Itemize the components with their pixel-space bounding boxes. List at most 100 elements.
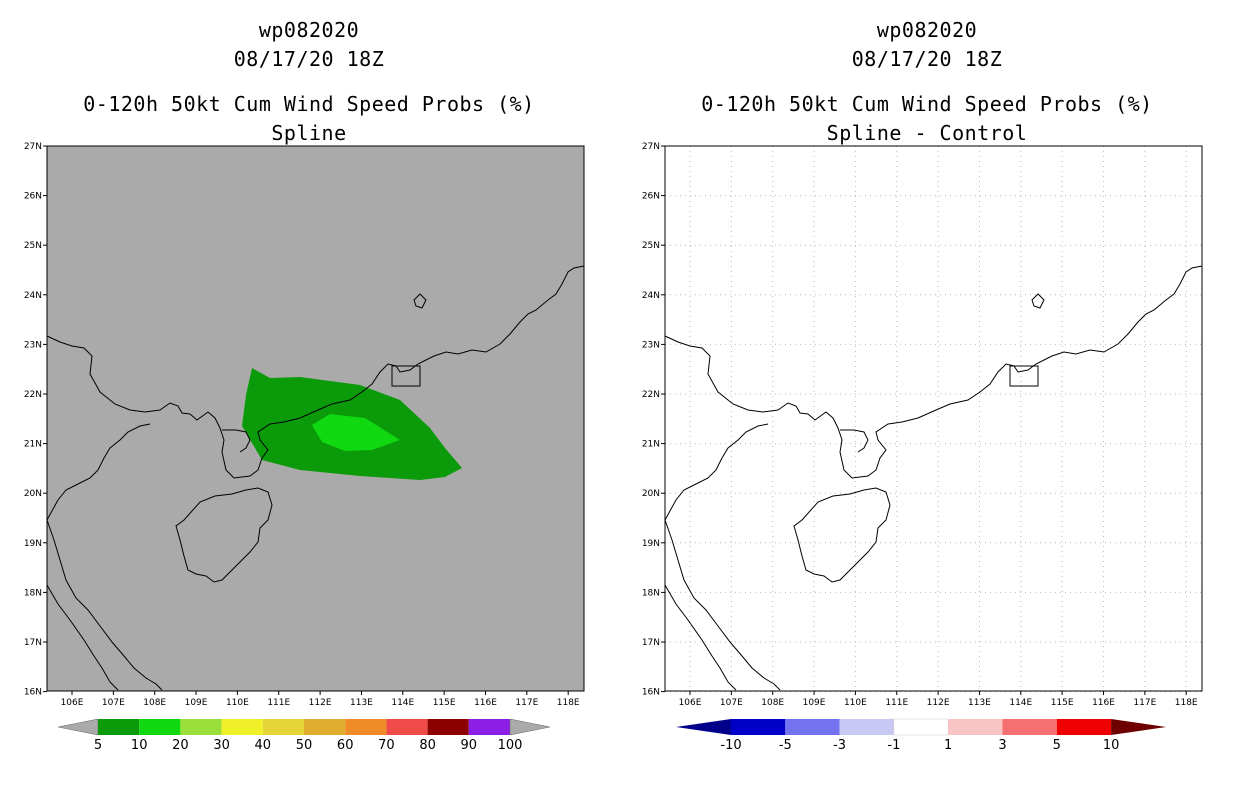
wind-probability-field: [242, 368, 462, 480]
axis-ticks: 106E 107E 108E 109E 110E 111E 112E 113E 114E 115E…: [24, 142, 580, 708]
colorbar-swatch: [893, 718, 949, 736]
lon-tick-label: 107E: [102, 698, 125, 708]
lon-tick-label: 106E: [61, 698, 84, 708]
colorbar-swatch: [785, 719, 840, 735]
coastline: [46, 265, 585, 691]
colorbar-label: -10: [720, 738, 741, 753]
lon-tick-label: 111E: [267, 698, 290, 708]
colorbar-label: 5: [94, 738, 102, 753]
lat-tick-label: 21N: [642, 440, 660, 450]
lon-tick-label: 114E: [1009, 698, 1032, 708]
lat-tick-label: 16N: [642, 688, 660, 698]
coast-south-china: [46, 265, 585, 479]
graticule: [665, 145, 1202, 693]
lat-tick-label: 20N: [642, 489, 660, 499]
product-title: 0-120h 50kt Cum Wind Speed Probs (%): [83, 92, 535, 116]
colorbar-swatch: [427, 719, 469, 735]
taiwan-islet: [413, 293, 427, 309]
lat-tick-label: 24N: [642, 291, 660, 301]
map-right: 106E 107E 108E 109E 110E 111E 112E 113E 114E 115E…: [642, 142, 1203, 753]
lat-tick-label: 27N: [642, 142, 660, 152]
coast-vietnam-central: [664, 519, 781, 691]
lat-tick-label: 17N: [642, 638, 660, 648]
lon-tick-label: 112E: [309, 698, 332, 708]
coast-south-china: [664, 265, 1203, 479]
lon-tick-label: 116E: [474, 698, 497, 708]
colorbar-swatch: [731, 719, 786, 735]
colorbar-label: 5: [1053, 738, 1061, 753]
coast-vietnam-north: [46, 423, 151, 521]
colorbar-label: 20: [172, 738, 189, 753]
map-left: 106E 107E 108E 109E 110E 111E 112E 113E 114E 115E…: [24, 142, 585, 753]
colorbar-label: 60: [337, 738, 354, 753]
lon-tick-label: 111E: [885, 698, 908, 708]
border-laos: [46, 584, 119, 691]
init-time: 08/17/20 18Z: [851, 47, 1003, 71]
lat-tick-label: 25N: [24, 241, 42, 251]
colorbar-end-right: [509, 718, 551, 736]
colorbar-label: 90: [461, 738, 478, 753]
colorbar-label: 100: [498, 738, 523, 753]
lon-tick-label: 115E: [1051, 698, 1074, 708]
hainan-island: [793, 487, 891, 583]
colorbar-swatch: [839, 719, 894, 735]
lon-tick-label: 117E: [515, 698, 538, 708]
colorbar: -10 -5 -3 -1 1 3 5 10: [676, 718, 1167, 753]
lon-tick-label: 108E: [761, 698, 784, 708]
lon-tick-label: 108E: [143, 698, 166, 708]
lat-tick-label: 26N: [642, 192, 660, 202]
panel-subtitle: Spline - Control: [826, 121, 1028, 145]
colorbar-end-left: [676, 719, 731, 735]
colorbar-swatch: [98, 719, 140, 735]
coast-vietnam-central: [46, 519, 163, 691]
hk-box: [1009, 365, 1039, 387]
colorbar-label: -1: [887, 738, 900, 753]
coast-leizhou: [840, 429, 869, 453]
colorbar-swatch: [1002, 719, 1057, 735]
colorbar-swatch: [262, 719, 304, 735]
init-time: 08/17/20 18Z: [233, 47, 385, 71]
panel-spline-control: wp082020 08/17/20 18Z 0-120h 50kt Cum Wi…: [618, 0, 1236, 800]
axis-ticks: 106E 107E 108E 109E 110E 111E 112E 113E 114E 115E…: [642, 142, 1198, 708]
storm-id: wp082020: [258, 18, 360, 42]
lat-tick-label: 17N: [24, 638, 42, 648]
product-title: 0-120h 50kt Cum Wind Speed Probs (%): [701, 92, 1153, 116]
lon-tick-label: 115E: [433, 698, 456, 708]
colorbar-swatch: [468, 719, 510, 735]
colorbar-label: -5: [779, 738, 792, 753]
lat-tick-label: 16N: [24, 688, 42, 698]
map-background: [665, 146, 1202, 691]
panel-subtitle: Spline: [271, 121, 347, 145]
colorbar-label: 10: [131, 738, 148, 753]
colorbar-label: 1: [944, 738, 952, 753]
colorbar-label: 10: [1103, 738, 1120, 753]
lon-tick-label: 109E: [185, 698, 208, 708]
lat-tick-label: 18N: [642, 588, 660, 598]
lon-tick-label: 116E: [1092, 698, 1115, 708]
lon-tick-label: 106E: [679, 698, 702, 708]
lat-tick-label: 22N: [642, 390, 660, 400]
lon-tick-label: 118E: [557, 698, 580, 708]
coast-vietnam-north: [664, 423, 769, 521]
lon-tick-label: 117E: [1133, 698, 1156, 708]
lon-tick-label: 112E: [927, 698, 950, 708]
colorbar-swatch: [948, 719, 1003, 735]
lat-tick-label: 25N: [642, 241, 660, 251]
colorbar-swatch: [1056, 719, 1112, 735]
colorbar: 5 10 20 30 40 50 60 70 80 90 100: [57, 718, 551, 753]
lat-tick-label: 19N: [24, 539, 42, 549]
lon-tick-label: 110E: [844, 698, 867, 708]
colorbar-swatch: [180, 719, 222, 735]
colorbar-swatch: [386, 719, 428, 735]
lat-tick-label: 23N: [24, 340, 42, 350]
lat-tick-label: 21N: [24, 440, 42, 450]
colorbar-swatch: [221, 719, 263, 735]
map-frame: [664, 145, 1203, 692]
colorbar-label: 40: [255, 738, 272, 753]
hainan-island: [175, 487, 273, 583]
border-laos: [664, 584, 737, 691]
lat-tick-label: 24N: [24, 291, 42, 301]
colorbar-label: -3: [833, 738, 846, 753]
colorbar-swatch: [304, 719, 346, 735]
colorbar-swatch: [345, 719, 387, 735]
